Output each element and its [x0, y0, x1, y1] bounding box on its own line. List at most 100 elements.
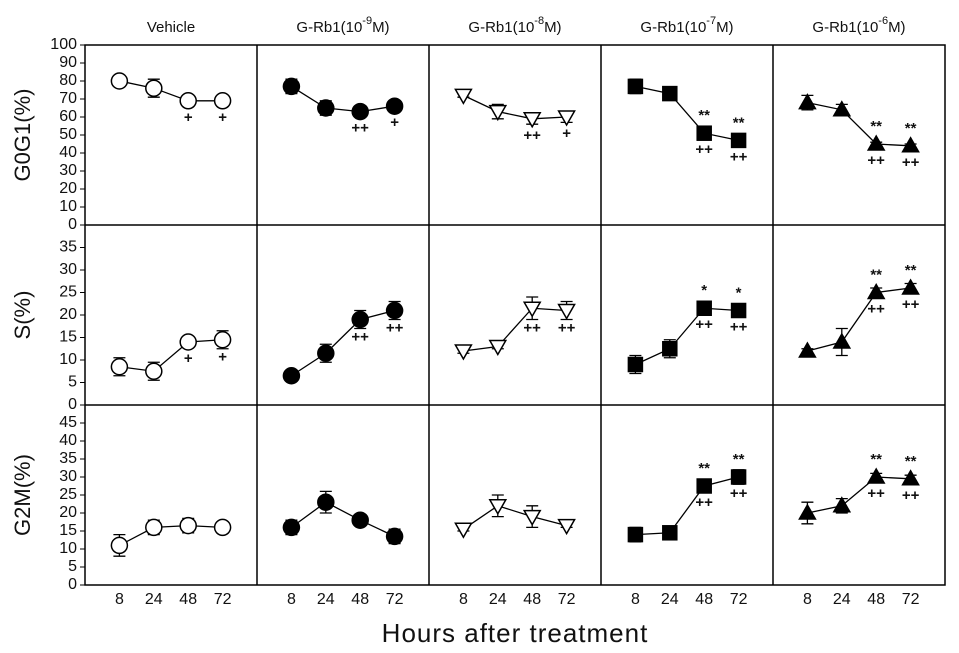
data-line [635, 85, 739, 142]
marker [317, 99, 335, 117]
marker [798, 503, 817, 520]
y-tick-label: 70 [59, 90, 77, 107]
marker [696, 125, 712, 141]
title-text: G-Rb1(10 [812, 19, 878, 36]
title-exponent: -9 [362, 15, 372, 27]
y-tick-label: 40 [59, 144, 77, 161]
plot-frame [84, 44, 946, 586]
significance-label: ** [698, 107, 710, 124]
y-axis-label: S(%) [10, 291, 35, 340]
y-tick-label: 0 [68, 576, 77, 593]
significance-label: + [390, 114, 399, 131]
marker [213, 331, 232, 349]
x-tick-label: 72 [558, 591, 576, 608]
title-unit: M) [888, 19, 906, 36]
y-tick-label: 45 [59, 414, 77, 431]
x-tick-label: 72 [902, 591, 920, 608]
significance-label: ++ [523, 127, 541, 144]
column-title: G-Rb1(10-8M) [468, 15, 561, 36]
significance-label: ++ [902, 154, 920, 171]
title-text: G-Rb1(10 [640, 19, 706, 36]
marker [317, 493, 335, 511]
significance-label: ** [698, 460, 710, 477]
marker [110, 358, 129, 376]
marker [488, 339, 508, 357]
marker [730, 302, 747, 319]
marker [627, 78, 644, 95]
significance-label: ++ [695, 494, 713, 511]
significance-label: ++ [902, 487, 920, 504]
x-tick-label: 8 [459, 591, 468, 608]
x-tick-label: 48 [695, 591, 713, 608]
title-text: G-Rb1(10 [468, 19, 534, 36]
significance-label: ++ [902, 296, 920, 313]
y-tick-label: 20 [59, 306, 77, 323]
marker [317, 344, 335, 362]
significance-label: ** [905, 120, 917, 137]
marker [832, 496, 852, 513]
column-title: G-Rb1(10-7M) [640, 15, 733, 36]
title-unit: M) [544, 19, 562, 36]
x-tick-label: 8 [115, 591, 124, 608]
marker [351, 102, 369, 121]
marker [696, 300, 712, 316]
significance-label: ++ [730, 318, 748, 335]
marker [179, 516, 197, 535]
y-tick-label: 25 [59, 486, 77, 503]
significance-label: ** [905, 453, 917, 470]
significance-label: ++ [386, 319, 404, 336]
y-tick-label: 10 [59, 351, 77, 368]
title-exponent: -7 [706, 15, 716, 27]
y-tick-label: 10 [59, 540, 77, 557]
significance-label: + [218, 109, 227, 126]
x-tick-label: 48 [867, 591, 885, 608]
x-tick-label: 72 [214, 591, 232, 608]
marker [662, 85, 678, 102]
marker [385, 97, 404, 115]
data-line [463, 94, 567, 120]
marker [557, 110, 576, 127]
y-tick-label: 0 [68, 216, 77, 233]
y-tick-label: 100 [50, 36, 77, 53]
title-exponent: -6 [878, 15, 888, 27]
marker [145, 362, 163, 380]
marker [696, 478, 712, 494]
marker [866, 134, 886, 151]
data-line [291, 85, 395, 113]
significance-label: ++ [695, 141, 713, 158]
marker [213, 92, 232, 110]
column-title: G-Rb1(10-6M) [812, 15, 905, 36]
y-tick-label: 5 [68, 374, 77, 391]
x-axis-label: Hours after treatment [382, 618, 649, 648]
marker [488, 104, 508, 122]
y-axis-label: G0G1(%) [10, 89, 35, 182]
x-tick-label: 48 [351, 591, 369, 608]
title-exponent: -8 [534, 15, 544, 27]
y-tick-label: 10 [59, 198, 77, 215]
x-tick-label: 8 [803, 591, 812, 608]
marker [454, 522, 473, 539]
marker [662, 341, 678, 357]
significance-label: ** [733, 114, 745, 131]
y-axis-label: G2M(%) [10, 454, 35, 536]
column-title: G-Rb1(10-9M) [296, 15, 389, 36]
marker [866, 467, 886, 484]
significance-label: ** [733, 451, 745, 468]
marker [145, 518, 163, 537]
marker [522, 509, 542, 527]
significance-label: ** [905, 262, 917, 279]
y-tick-label: 15 [59, 522, 77, 539]
x-tick-label: 24 [489, 591, 507, 608]
marker [627, 526, 644, 543]
marker [351, 511, 369, 529]
significance-label: + [562, 125, 571, 142]
data-line [807, 476, 911, 514]
marker [110, 536, 129, 555]
data-line [463, 307, 567, 352]
significance-label: ++ [351, 120, 369, 137]
data-line [119, 524, 223, 546]
x-tick-label: 48 [179, 591, 197, 608]
marker [179, 333, 197, 351]
x-tick-label: 72 [730, 591, 748, 608]
marker [832, 332, 852, 349]
